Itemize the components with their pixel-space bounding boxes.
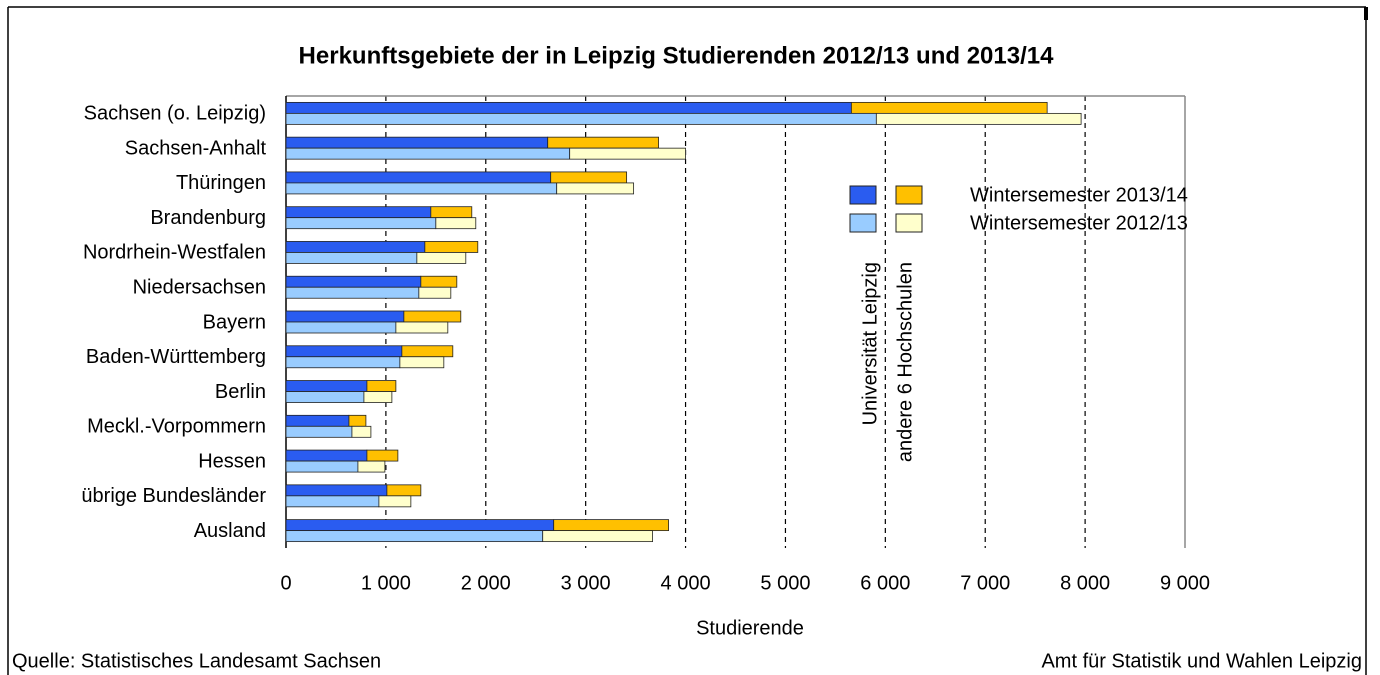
bar — [569, 147, 686, 160]
bar — [357, 460, 386, 473]
bar — [378, 495, 412, 508]
y-tick-label: Hessen — [198, 450, 266, 472]
bar — [285, 252, 418, 264]
legend-row-label: Wintersemester 2013/14 — [970, 184, 1188, 206]
bar — [285, 449, 368, 462]
x-tick-label: 9 000 — [1160, 572, 1210, 594]
bar — [285, 286, 420, 299]
bar — [366, 380, 397, 392]
bar — [285, 345, 403, 358]
bar — [285, 530, 544, 543]
bar — [850, 101, 1048, 114]
x-tick-label: 7 000 — [960, 572, 1010, 594]
bar — [285, 217, 437, 230]
bar — [547, 136, 659, 149]
legend-swatch — [849, 185, 877, 205]
bar — [285, 182, 558, 195]
y-tick-label: Sachsen-Anhalt — [125, 137, 267, 159]
bar — [285, 356, 401, 369]
bar — [430, 206, 473, 219]
bar — [285, 101, 852, 114]
x-tick-label: 6 000 — [860, 572, 910, 594]
y-tick-label: Ausland — [194, 520, 266, 542]
legend-column-label: andere 6 Hochschulen — [894, 262, 916, 462]
bar — [285, 380, 368, 392]
bar — [285, 112, 877, 125]
bar — [285, 391, 365, 403]
x-tick-label: 8 000 — [1060, 572, 1110, 594]
legend-row-label: Wintersemester 2012/13 — [970, 212, 1188, 234]
bar — [366, 449, 399, 462]
bar — [285, 321, 397, 334]
bar — [285, 484, 388, 497]
legend-swatch — [895, 185, 923, 205]
bar — [285, 136, 549, 149]
source: Quelle: Statistisches Landesamt Sachsen — [12, 650, 381, 672]
x-tick-label: 1 000 — [361, 572, 411, 594]
y-tick-label: übrige Bundesländer — [81, 485, 266, 507]
bar — [351, 425, 372, 438]
bar — [416, 252, 467, 264]
bar — [399, 356, 445, 369]
bar — [285, 495, 380, 508]
publisher: Amt für Statistik und Wahlen Leipzig — [1041, 650, 1362, 672]
legend-column-label: Universität Leipzig — [859, 262, 881, 425]
bar — [401, 345, 454, 358]
chart-title: Herkunftsgebiete der in Leipzig Studiere… — [299, 42, 1055, 69]
bar — [285, 425, 353, 438]
bar — [285, 414, 350, 427]
bar — [553, 519, 669, 532]
bar — [435, 217, 477, 230]
bar — [285, 171, 552, 184]
y-tick-label: Meckl.-Vorpommern — [87, 416, 266, 438]
bar — [418, 286, 452, 299]
legend-swatch — [895, 213, 923, 233]
x-tick-label: 5 000 — [760, 572, 810, 594]
bar — [285, 275, 422, 288]
bar — [875, 112, 1082, 125]
bar — [403, 310, 462, 323]
bar — [285, 241, 426, 253]
y-tick-label: Sachsen (o. Leipzig) — [84, 103, 266, 125]
x-tick-label: 0 — [280, 572, 291, 594]
bar — [542, 530, 653, 543]
legend-swatch — [849, 213, 877, 233]
y-tick-label: Niedersachsen — [133, 277, 266, 299]
y-tick-label: Baden-Württemberg — [86, 346, 266, 368]
bar — [285, 460, 359, 473]
bar — [556, 182, 635, 195]
bar — [395, 321, 449, 334]
bar — [386, 484, 422, 497]
y-tick-label: Thüringen — [176, 172, 266, 194]
bar — [424, 241, 479, 253]
bar — [285, 310, 405, 323]
bar — [348, 414, 367, 427]
bar — [420, 275, 458, 288]
x-tick-label: 2 000 — [461, 572, 511, 594]
bar — [550, 171, 628, 184]
y-tick-label: Nordrhein-Westfalen — [83, 242, 266, 264]
y-tick-label: Brandenburg — [150, 207, 266, 229]
y-tick-label: Bayern — [203, 311, 266, 333]
x-tick-label: 3 000 — [561, 572, 611, 594]
bar — [285, 206, 432, 219]
bar — [285, 519, 555, 532]
x-tick-label: 4 000 — [661, 572, 711, 594]
y-tick-label: Berlin — [215, 381, 266, 403]
x-axis-label: Studierende — [696, 617, 804, 639]
bar — [363, 391, 393, 403]
bar — [285, 147, 571, 160]
